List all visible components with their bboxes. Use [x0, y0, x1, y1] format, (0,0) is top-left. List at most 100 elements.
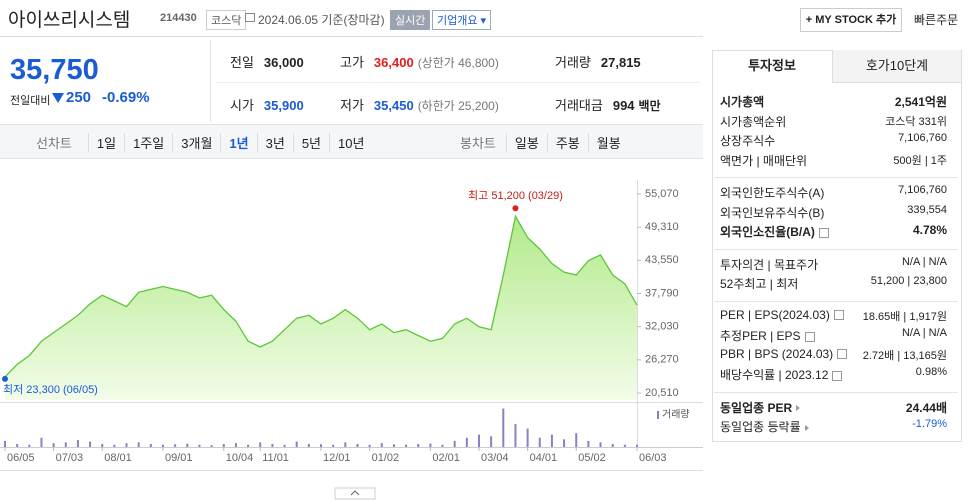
volume-bar: [198, 444, 201, 447]
info-label-text: 동일업종 등락률: [720, 420, 801, 434]
volume-bar: [295, 441, 298, 447]
period-tab[interactable]: 1주일: [124, 133, 172, 152]
volume-bar: [575, 433, 578, 447]
price-line: [4, 214, 638, 378]
info-label: 시가총액: [720, 93, 764, 110]
volume-bar: [478, 434, 480, 447]
info-label-text: PBR | BPS (2024.03): [720, 346, 834, 361]
help-icon[interactable]: [833, 310, 844, 321]
info-label: 외국인소진율(B/A): [720, 223, 829, 240]
x-tick-label: 09/01: [165, 452, 193, 464]
stock-code: 214430: [160, 12, 197, 24]
volume-bar: [210, 445, 213, 447]
low-label: 최저 23,300 (06/05): [3, 383, 98, 396]
volume-bar: [247, 444, 250, 447]
period-tab[interactable]: 10년: [329, 133, 372, 152]
volume-bar: [137, 442, 140, 447]
price-change: 250: [66, 89, 92, 106]
info-value: 0.98%: [915, 366, 947, 378]
quick-order[interactable]: 빠른주문: [914, 13, 959, 27]
volume-bar: [623, 444, 626, 447]
info-label: 상장주식수: [720, 132, 775, 149]
line-tabs: 선차트 1일 1주일 3개월 1년 3년 5년 10년: [36, 133, 372, 152]
calendar-icon: [245, 13, 255, 22]
info-label-text: 52주최고 | 최저: [720, 277, 799, 291]
help-icon[interactable]: [804, 331, 815, 342]
info-label: 외국인보유주식수(B): [720, 204, 824, 221]
candle-tab[interactable]: 월봉: [587, 133, 629, 152]
price-chart: 거래량 20,510 26,270 32,030 37,790 43,550 49,310…: [0, 36, 703, 500]
x-tick-label: 11/01: [262, 452, 289, 464]
y-tick-label: 43,550: [645, 254, 679, 266]
info-label: 동일업종 등락률: [720, 418, 809, 435]
volume-bar: [636, 444, 638, 447]
info-tab[interactable]: 투자정보: [748, 58, 796, 73]
stat-note: (하한가 25,200): [417, 99, 499, 113]
my-stock-button[interactable]: + MY STOCK 추가: [800, 8, 902, 32]
volume-bar: [307, 443, 310, 447]
stat-value: 35,900: [263, 98, 304, 113]
period-tab[interactable]: 1일: [87, 133, 124, 152]
period-tab[interactable]: 3년: [256, 133, 293, 152]
info-label: 동일업종 PER: [720, 399, 801, 416]
x-tick-label: 06/05: [7, 452, 35, 464]
info-label-text: 외국인한도주식수(A): [720, 186, 825, 200]
group-divider: [714, 300, 958, 302]
x-tick-label: 08/01: [104, 452, 132, 464]
x-tick-label: 12/01: [323, 452, 351, 464]
info-value: 51,200 | 23,800: [870, 275, 947, 287]
help-icon[interactable]: [832, 370, 843, 381]
info-value: 24.44배: [905, 400, 947, 415]
x-tick-label: 03/04: [481, 452, 509, 464]
stat-note: (상한가 46,800): [417, 56, 499, 70]
volume-bar: [222, 443, 225, 447]
group-divider: [714, 177, 958, 178]
stat-cell: 고가 36,400 (상한가 46,800): [340, 52, 499, 71]
info-label-text: 시가총액순위: [720, 114, 787, 129]
volume-bar: [587, 440, 590, 447]
base-date: 2024.06.05 기준(장마감): [258, 13, 385, 27]
stat-cell: 전일 36,000: [230, 52, 304, 71]
volume-bar: [40, 437, 43, 447]
period-tab[interactable]: 1년: [220, 133, 256, 152]
volume-bar: [52, 443, 55, 447]
stat-label: 거래량: [555, 55, 591, 70]
collapse-button[interactable]: [334, 487, 376, 500]
info-label-text: 배당수익률 | 2023.12: [720, 368, 829, 382]
info-tab[interactable]: 호가10단계: [832, 50, 961, 83]
x-tick-label: 01/02: [372, 452, 400, 464]
info-label-text: 상장주식수: [720, 134, 776, 148]
volume-bar: [332, 444, 335, 447]
info-value: 코스닥 331위: [885, 115, 947, 128]
company-info-label: 기업개요: [437, 15, 478, 27]
help-icon[interactable]: [837, 349, 848, 360]
volume-bar: [320, 444, 322, 447]
help-icon[interactable]: [818, 227, 829, 238]
company-info-button[interactable]: 기업개요 ▾: [432, 10, 492, 30]
stat-value: 994: [612, 98, 635, 113]
legend-swatch: [657, 411, 659, 419]
info-label: 52주최고 | 최저: [720, 275, 798, 292]
candle-tab[interactable]: 주봉: [546, 133, 588, 152]
volume-bar: [405, 444, 408, 447]
volume-bar: [611, 443, 614, 447]
info-label-text: PER | EPS(2024.03): [720, 307, 830, 322]
period-tab[interactable]: 3개월: [172, 133, 220, 152]
x-tick-label: 05/02: [578, 452, 606, 464]
period-tab[interactable]: 5년: [292, 133, 329, 152]
volume-bar: [28, 444, 31, 447]
volume-bar: [563, 439, 566, 447]
volume-bar: [441, 444, 444, 447]
volume-bar: [429, 443, 432, 447]
stat-label: 거래대금: [555, 98, 603, 113]
current-price: 35,750: [10, 54, 99, 86]
volume-bar: [490, 436, 493, 447]
stat-label: 고가: [340, 55, 364, 70]
stat-cell: 저가 35,450 (하한가 25,200): [340, 95, 499, 114]
realtime-badge[interactable]: 실시간: [390, 10, 431, 30]
candle-tab[interactable]: 일봉: [505, 133, 547, 152]
stat-label: 저가: [340, 98, 364, 113]
info-value: 2.72배 | 13,165원: [862, 349, 947, 362]
volume-bar: [4, 440, 6, 447]
info-label: 배당수익률 | 2023.12: [720, 366, 843, 383]
